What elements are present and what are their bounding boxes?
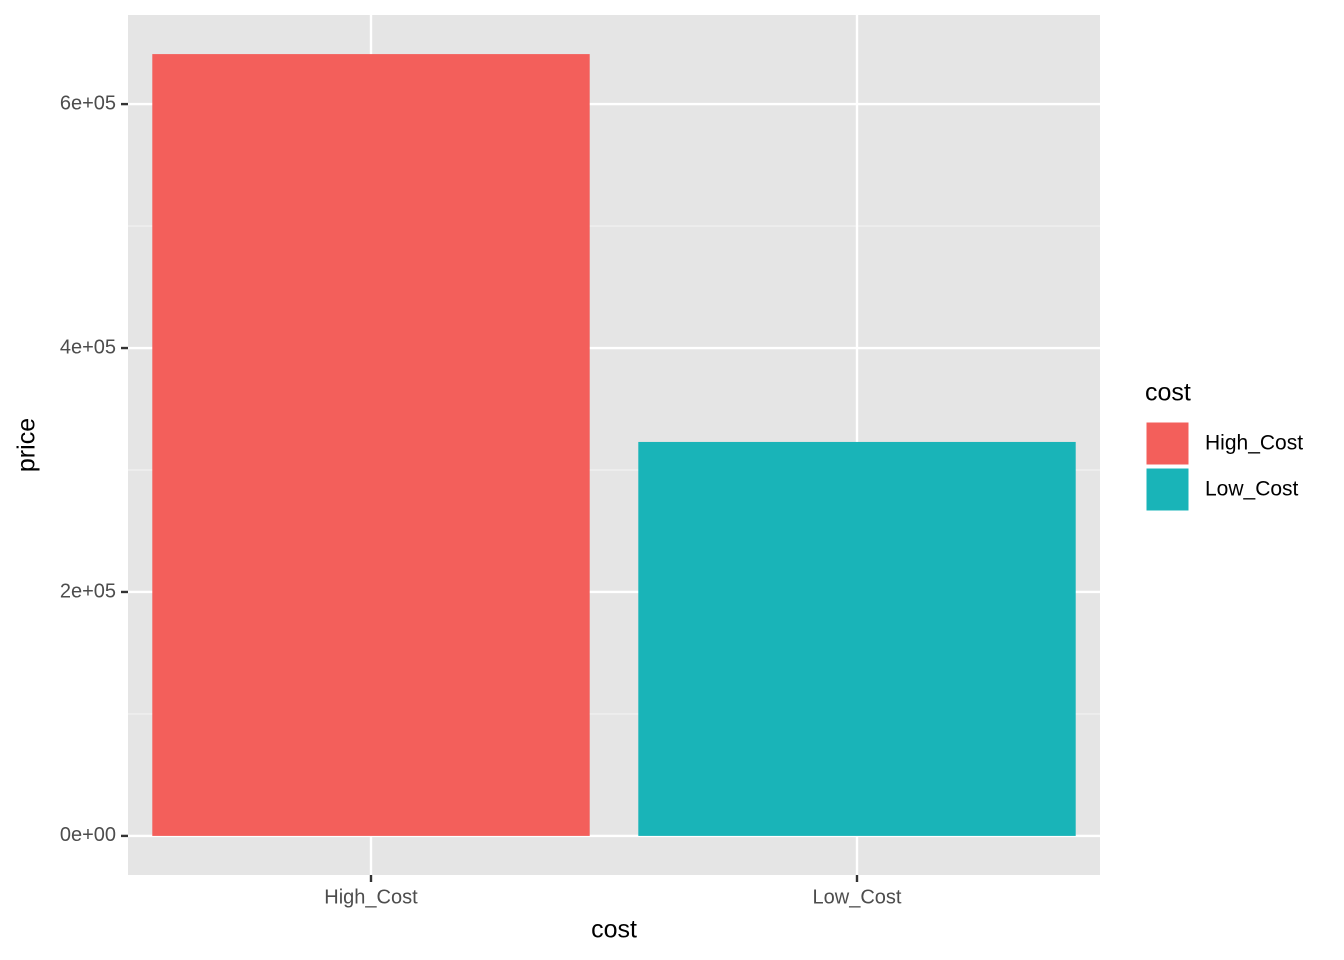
x-tick-label: Low_Cost: [813, 886, 902, 908]
x-axis-title: cost: [591, 916, 637, 944]
legend-key: [1145, 467, 1190, 512]
x-tick-label: High_Cost: [324, 886, 418, 908]
bar: [152, 54, 590, 836]
legend-key: [1145, 421, 1190, 466]
legend-label: Low_Cost: [1205, 478, 1299, 501]
bar: [638, 441, 1076, 836]
y-tick-label: 6e+05: [60, 92, 116, 114]
y-tick-label: 4e+05: [60, 336, 116, 358]
legend-title: cost: [1145, 379, 1191, 407]
y-axis-title: price: [13, 418, 41, 472]
legend-label: High_Cost: [1205, 432, 1303, 455]
y-tick-label: 2e+05: [60, 580, 116, 602]
y-tick-label: 0e+00: [60, 824, 116, 846]
